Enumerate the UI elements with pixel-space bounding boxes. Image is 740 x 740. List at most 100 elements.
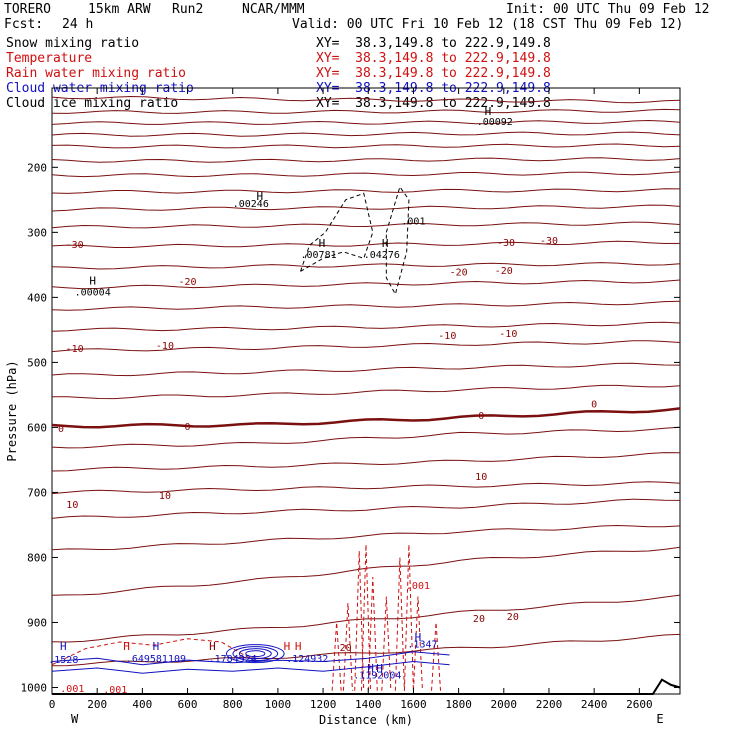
contour-label: .124932 — [286, 654, 328, 665]
high-marker: H — [485, 105, 492, 118]
fcst-value: 24 h — [62, 17, 94, 32]
y-tick-label: 300 — [27, 226, 47, 239]
isotherm-line — [51, 384, 681, 400]
legend-cross-rain: XY= 38.3,149.8 to 222.9,149.8 — [316, 66, 551, 81]
high-marker: H — [60, 640, 67, 653]
contour-label: .001 — [401, 217, 425, 228]
x-axis-label: Distance (km) — [319, 713, 413, 727]
ground-line — [52, 678, 681, 695]
legend-name-snow: Snow mixing ratio — [6, 36, 140, 51]
isotherm-line — [51, 481, 681, 495]
isotherm-line — [51, 633, 681, 667]
contour-label: .04276 — [364, 250, 400, 261]
valid-time: Valid: 00 UTC Fri 10 Feb 12 (18 CST Thu … — [292, 17, 684, 32]
contour-label: .1347 — [407, 639, 437, 650]
legend-name-cloud-ice: Cloud ice mixing ratio — [6, 96, 179, 111]
x-tick-label: 600 — [178, 698, 198, 711]
cloud-water-contour — [238, 648, 272, 660]
isotherm-line — [51, 108, 681, 114]
isotherm-line — [51, 321, 681, 332]
legend-name-temperature: Temperature — [6, 51, 93, 66]
contour-label: .649581109 — [126, 654, 186, 665]
y-tick-label: 900 — [27, 616, 47, 629]
isotherm-line — [51, 188, 681, 194]
isotherm-line — [51, 171, 681, 178]
high-marker: H — [284, 640, 291, 653]
isotherm-line — [51, 119, 681, 125]
isotherm-line — [51, 157, 681, 163]
contour-label: .00092 — [477, 117, 513, 128]
high-marker: H — [367, 662, 374, 675]
isotherm-line — [51, 95, 681, 104]
contour-label: .00246 — [233, 199, 269, 210]
high-marker: H — [319, 237, 326, 250]
x-tick-label: 2600 — [626, 698, 653, 711]
contour-label: .1784924 — [209, 654, 257, 665]
legend-cross-snow: XY= 38.3,149.8 to 222.9,149.8 — [316, 36, 551, 51]
rain-contour — [354, 550, 365, 691]
x-tick-label: 1400 — [355, 698, 382, 711]
rain-contour — [394, 557, 405, 691]
fcst-label: Fcst: — [4, 17, 44, 32]
high-marker: H — [376, 662, 383, 675]
contour-label: 0 — [478, 411, 484, 422]
init-time: Init: 00 UTC Thu 09 Feb 12 — [506, 2, 710, 17]
x-tick-label: 400 — [132, 698, 152, 711]
x-tick-label: 800 — [223, 698, 243, 711]
contour-label: 10 — [159, 491, 171, 502]
isotherm-line — [51, 279, 681, 290]
y-axis-label: Pressure (hPa) — [5, 360, 19, 461]
x-tick-label: 2400 — [581, 698, 608, 711]
x-tick-label: 200 — [87, 698, 107, 711]
contour-label: .001 — [406, 581, 430, 592]
x-tick-label: 1800 — [445, 698, 472, 711]
y-tick-label: 500 — [27, 356, 47, 369]
contour-label: .1192004 — [353, 670, 401, 681]
contour-label: 10 — [475, 472, 487, 483]
high-marker: H — [209, 640, 216, 653]
isotherm-line — [51, 131, 681, 137]
isotherm-line — [51, 362, 681, 377]
rain-contour — [367, 576, 378, 691]
contour-label: 0 — [591, 399, 597, 410]
y-tick-label: 600 — [27, 421, 47, 434]
contour-label: 0 — [58, 424, 64, 435]
plot-header: TORERO 15km ARW Run2 NCAR/MMM Init: 00 U… — [0, 0, 740, 120]
x-tick-label: 1600 — [400, 698, 427, 711]
contour-label: 20 — [473, 614, 485, 625]
contour-label: 0 — [185, 422, 191, 433]
west-label: W — [71, 712, 79, 726]
y-tick-label: 1000 — [21, 681, 48, 694]
isotherm-line — [51, 240, 681, 248]
isotherm-line — [51, 426, 681, 449]
isotherm-line — [51, 407, 681, 429]
contour-label: -30 — [540, 236, 558, 247]
rain-contour — [412, 596, 423, 691]
y-tick-label: 400 — [27, 291, 47, 304]
contour-label: 10 — [66, 500, 78, 511]
contour-label: -10 — [438, 331, 456, 342]
high-marker: H — [295, 640, 302, 653]
x-tick-label: 1000 — [265, 698, 292, 711]
isotherm-line — [51, 524, 681, 551]
isotherm-line — [51, 204, 681, 212]
contour-label: -20 — [450, 267, 468, 278]
contour-label: .001 — [103, 685, 127, 696]
contour-label: -20 — [495, 266, 513, 277]
contour-label: -10 — [156, 341, 174, 352]
rain-contour — [331, 622, 342, 691]
high-marker: H — [415, 631, 422, 644]
resolution: 15km ARW — [88, 2, 151, 17]
rain-contour — [342, 602, 353, 691]
contour-label: -20 — [179, 277, 197, 288]
contour-label: .1528 — [48, 655, 78, 666]
cloud-water-contour — [51, 660, 450, 674]
contour-label: -10 — [499, 329, 517, 340]
x-tick-label: 0 — [49, 698, 56, 711]
isotherm-line — [51, 498, 681, 519]
isotherm-line — [51, 546, 681, 596]
isotherm-line — [51, 594, 681, 643]
cloud-water-contour — [226, 644, 285, 664]
isotherm-line — [51, 340, 681, 353]
contour-label: .001 — [60, 684, 84, 695]
